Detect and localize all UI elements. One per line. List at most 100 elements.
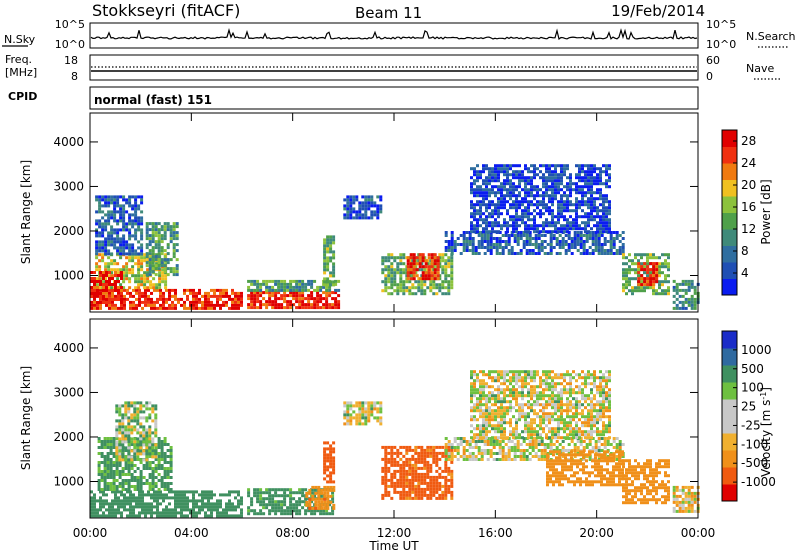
- data-cell-1: [110, 259, 114, 263]
- data-cell-1: [130, 461, 134, 464]
- data-cell-10: [436, 256, 440, 260]
- data-cell-2: [127, 419, 131, 423]
- data-cell-13: [646, 262, 649, 266]
- data-cell-1: [161, 268, 165, 272]
- data-cell-9: [399, 259, 403, 263]
- data-cell-2: [133, 413, 137, 417]
- data-cell-0: [174, 493, 177, 497]
- data-cell-7: [326, 280, 330, 284]
- data-cell-1: [154, 476, 158, 479]
- data-cell-7: [396, 448, 400, 452]
- data-cell-12: [479, 200, 482, 204]
- data-cell-13: [631, 259, 634, 263]
- data-cell-9: [435, 292, 439, 296]
- data-cell-11: [597, 246, 601, 249]
- data-cell-6: [355, 401, 359, 405]
- data-cell-5: [326, 465, 330, 469]
- data-cell-7: [326, 265, 330, 269]
- data-cell-1: [116, 277, 120, 281]
- data-cell-0: [105, 514, 108, 518]
- data-cell-7: [405, 496, 409, 500]
- data-cell-12: [548, 173, 551, 177]
- data-cell-2: [102, 295, 105, 298]
- data-cell-0: [216, 303, 219, 307]
- data-cell-3: [172, 225, 176, 229]
- data-cell-3: [166, 243, 170, 247]
- data-cell-15: [675, 303, 679, 307]
- data-cell-4: [113, 213, 117, 217]
- power-ylabel: Slant Range [km]: [19, 160, 33, 264]
- data-cell-0: [111, 291, 114, 295]
- data-cell-8: [579, 440, 583, 443]
- data-cell-7: [326, 235, 330, 239]
- data-cell-1: [127, 488, 131, 491]
- data-cell-12: [545, 206, 548, 210]
- data-cell-4: [119, 243, 123, 247]
- data-cell-9: [390, 274, 394, 278]
- data-cell-4: [323, 503, 327, 507]
- data-cell-5: [316, 303, 320, 307]
- data-cell-8: [573, 443, 577, 446]
- data-cell-11: [564, 240, 568, 243]
- data-cell-12: [524, 194, 527, 198]
- data-cell-0: [240, 502, 243, 506]
- data-cell-9: [438, 265, 442, 269]
- data-cell-11: [495, 240, 499, 243]
- data-cell-9: [396, 256, 400, 260]
- data-cell-2: [139, 446, 143, 450]
- data-cell-7: [450, 448, 454, 452]
- nave-tick-bottom: 0: [706, 70, 713, 83]
- data-cell-7: [444, 463, 448, 467]
- data-cell-15: [690, 279, 694, 283]
- data-cell-3: [247, 491, 251, 495]
- data-cell-12: [566, 221, 569, 225]
- data-cell-5: [332, 480, 336, 484]
- data-cell-11: [600, 243, 604, 246]
- data-cell-7: [414, 451, 418, 455]
- data-cell-7: [411, 484, 415, 488]
- data-cell-2: [148, 407, 152, 411]
- data-cell-12: [539, 224, 542, 228]
- data-cell-12: [482, 218, 485, 222]
- data-cell-3: [268, 503, 272, 507]
- data-cell-12: [572, 182, 575, 186]
- data-cell-1: [148, 461, 152, 464]
- data-cell-12: [548, 224, 551, 228]
- data-cell-12: [542, 227, 545, 231]
- data-cell-0: [159, 496, 162, 500]
- data-cell-2: [148, 431, 152, 435]
- data-cell-9: [390, 271, 394, 275]
- data-cell-9: [390, 277, 394, 281]
- data-cell-7: [450, 478, 454, 482]
- data-cell-12: [578, 185, 581, 189]
- data-cell-1: [143, 277, 147, 281]
- data-cell-6: [301, 288, 305, 292]
- data-cell-0: [174, 288, 177, 292]
- data-cell-5: [292, 297, 296, 301]
- data-cell-1: [118, 473, 122, 476]
- data-cell-7: [420, 460, 424, 464]
- data-cell-2: [133, 410, 137, 414]
- data-cell-9: [476, 424, 479, 428]
- data-cell-5: [274, 297, 278, 301]
- data-cell-0: [207, 493, 210, 497]
- data-cell-12: [566, 185, 569, 189]
- data-cell-1: [106, 482, 110, 485]
- data-cell-9: [444, 265, 448, 269]
- data-cell-1: [169, 458, 173, 461]
- data-cell-9: [399, 253, 403, 257]
- data-cell-6: [373, 401, 377, 405]
- data-cell-12: [506, 212, 509, 216]
- data-cell-12: [563, 173, 566, 177]
- data-cell-12: [608, 221, 611, 225]
- data-cell-6: [307, 282, 311, 286]
- data-cell-1: [163, 452, 167, 455]
- data-cell-3: [166, 228, 170, 232]
- data-cell-5: [259, 291, 263, 295]
- data-cell-8: [537, 443, 541, 446]
- data-cell-3: [295, 500, 299, 504]
- data-cell-1: [166, 467, 170, 470]
- data-cell-11: [564, 243, 568, 246]
- data-cell-9: [470, 406, 473, 410]
- data-cell-3: [271, 497, 275, 501]
